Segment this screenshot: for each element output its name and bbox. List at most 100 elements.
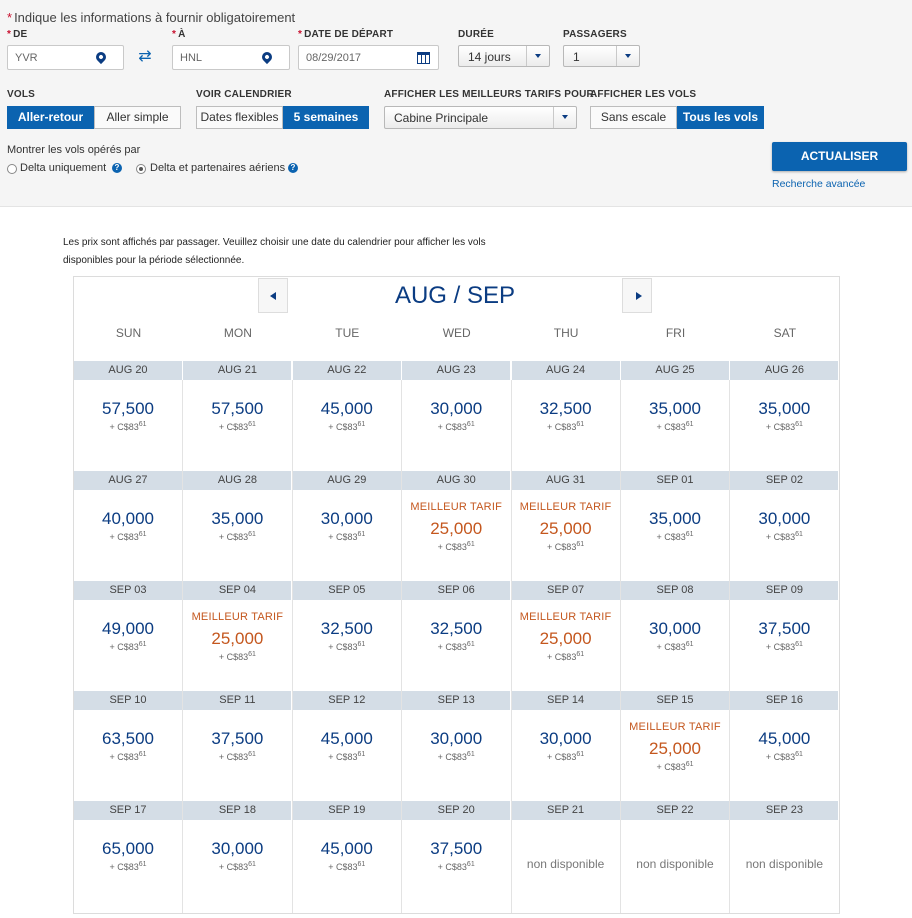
calendar-day-cell[interactable]: SEP 15 MEILLEUR TARIF 25,000 + C$8361 [621, 691, 730, 801]
calendar-day-cell[interactable]: AUG 22 45,000 + C$8361 [292, 361, 402, 471]
day-date-label: SEP 19 [292, 801, 401, 820]
day-date-label: AUG 24 [511, 361, 620, 380]
fare-taxes: + C$8361 [547, 751, 585, 762]
five-weeks-toggle[interactable]: 5 semaines [283, 106, 369, 129]
calendar-day-cell[interactable]: SEP 16 45,000 + C$8361 [730, 691, 840, 801]
unavailable-label: non disponible [526, 857, 605, 871]
calendar-day-cell[interactable]: SEP 18 30,000 + C$8361 [183, 801, 293, 911]
calendar-day-cell[interactable]: AUG 26 35,000 + C$8361 [730, 361, 840, 471]
calendar-day-cell[interactable]: SEP 17 65,000 + C$8361 [74, 801, 183, 911]
fare-miles: 45,000 [320, 839, 373, 858]
calendar-day-cell[interactable]: AUG 27 40,000 + C$8361 [74, 471, 183, 581]
day-date-label: AUG 20 [74, 361, 182, 380]
fare-taxes-cents: 61 [357, 751, 366, 758]
day-date-label: SEP 03 [74, 581, 182, 600]
delta-only-radio[interactable] [7, 164, 17, 174]
fare-taxes: + C$8361 [328, 421, 366, 432]
calendar-day-cell[interactable]: SEP 13 30,000 + C$8361 [402, 691, 512, 801]
to-field[interactable]: HNL [172, 45, 290, 70]
calendar-icon[interactable] [417, 52, 430, 64]
calendar-day-cell[interactable]: SEP 07 MEILLEUR TARIF 25,000 + C$8361 [511, 581, 621, 691]
unavailable-label: non disponible [745, 857, 824, 871]
fare-taxes-cents: 61 [357, 641, 366, 648]
departure-date-field[interactable]: 08/29/2017 [298, 45, 439, 70]
calendar-day-cell[interactable]: SEP 04 MEILLEUR TARIF 25,000 + C$8361 [183, 581, 293, 691]
fare-taxes: + C$8361 [437, 641, 475, 652]
day-date-label: SEP 20 [402, 801, 511, 820]
fare-taxes-cents: 61 [357, 421, 366, 428]
fare-taxes-cents: 61 [795, 751, 803, 758]
fare-miles: 45,000 [758, 729, 811, 748]
nonstop-toggle[interactable]: Sans escale [590, 106, 677, 129]
day-date-label: AUG 30 [402, 471, 511, 490]
fare-taxes-cents: 61 [357, 531, 366, 538]
advanced-search-link[interactable]: Recherche avancée [772, 178, 866, 190]
calendar-day-cell[interactable]: SEP 12 45,000 + C$8361 [292, 691, 402, 801]
duration-select[interactable]: 14 jours [458, 45, 550, 67]
fare-taxes: + C$8361 [109, 641, 147, 652]
fare-miles: 37,500 [430, 839, 483, 858]
fare-taxes-cents: 61 [795, 641, 803, 648]
day-date-label: SEP 13 [402, 691, 511, 710]
fare-taxes: + C$8361 [656, 421, 694, 432]
calendar-day-cell[interactable]: AUG 23 30,000 + C$8361 [402, 361, 512, 471]
calendar-day-cell[interactable]: SEP 20 37,500 + C$8361 [402, 801, 512, 911]
calendar-day-cell[interactable]: AUG 28 35,000 + C$8361 [183, 471, 293, 581]
passengers-select[interactable]: 1 [563, 45, 640, 67]
flexible-dates-toggle[interactable]: Dates flexibles [196, 106, 283, 129]
from-field[interactable]: YVR [7, 45, 124, 70]
duration-label: DURÉE [458, 29, 495, 40]
help-icon[interactable]: ? [112, 163, 122, 173]
calendar-day-cell[interactable]: AUG 30 MEILLEUR TARIF 25,000 + C$8361 [402, 471, 512, 581]
calendar-day-cell[interactable]: SEP 02 30,000 + C$8361 [730, 471, 840, 581]
fare-taxes-cents: 61 [576, 651, 585, 658]
calendar-day-cell[interactable]: AUG 24 32,500 + C$8361 [511, 361, 621, 471]
calendar-day-cell[interactable]: SEP 06 32,500 + C$8361 [402, 581, 512, 691]
calendar-day-cell[interactable]: SEP 19 45,000 + C$8361 [292, 801, 402, 911]
calendar-day-cell[interactable]: SEP 11 37,500 + C$8361 [183, 691, 293, 801]
help-icon[interactable]: ? [288, 163, 298, 173]
calendar-day-cell[interactable]: SEP 05 32,500 + C$8361 [292, 581, 402, 691]
grid-divider [182, 380, 183, 913]
oneway-toggle[interactable]: Aller simple [94, 106, 181, 129]
calendar-day-cell[interactable]: SEP 10 63,500 + C$8361 [74, 691, 183, 801]
grid-divider [511, 380, 512, 913]
day-date-label: AUG 27 [74, 471, 182, 490]
cabin-value: Cabine Principale [394, 111, 489, 125]
day-date-label: SEP 23 [730, 801, 839, 820]
all-flights-toggle[interactable]: Tous les vols [677, 106, 764, 129]
calendar-day-cell[interactable]: SEP 03 49,000 + C$8361 [74, 581, 183, 691]
delta-partners-label[interactable]: Delta et partenaires aériens [150, 162, 286, 174]
day-date-label: AUG 31 [511, 471, 620, 490]
delta-partners-radio[interactable] [136, 164, 146, 174]
to-label: * À [172, 29, 186, 40]
calendar-day-cell[interactable]: AUG 25 35,000 + C$8361 [621, 361, 730, 471]
calendar-day-cell[interactable]: SEP 09 37,500 + C$8361 [730, 581, 840, 691]
calendar-day-cell[interactable]: SEP 14 30,000 + C$8361 [511, 691, 621, 801]
day-date-label: SEP 11 [183, 691, 292, 710]
delta-only-label[interactable]: Delta uniquement [20, 162, 107, 174]
update-button[interactable]: ACTUALISER [772, 142, 907, 171]
fare-taxes: + C$8361 [218, 751, 256, 762]
fare-miles: 30,000 [758, 509, 811, 528]
swap-arrows-icon[interactable]: ⇄ [138, 48, 152, 65]
calendar-day-cell[interactable]: AUG 29 30,000 + C$8361 [292, 471, 402, 581]
arrow-right-icon[interactable] [622, 278, 652, 313]
fare-miles: 32,500 [539, 399, 592, 418]
fare-taxes: + C$8361 [547, 541, 585, 552]
operated-by-label: Montrer les vols opérés par [7, 144, 141, 156]
arrow-left-icon[interactable] [258, 278, 288, 313]
cabin-select[interactable]: Cabine Principale [384, 106, 577, 129]
calendar-day-cell[interactable]: AUG 31 MEILLEUR TARIF 25,000 + C$8361 [511, 471, 621, 581]
calendar-day-cell[interactable]: AUG 21 57,500 + C$8361 [183, 361, 293, 471]
calendar-day-cell[interactable]: SEP 01 35,000 + C$8361 [621, 471, 730, 581]
fare-taxes-cents: 61 [685, 761, 694, 768]
day-date-label: SEP 10 [74, 691, 182, 710]
fare-taxes-cents: 61 [466, 541, 475, 548]
fare-miles: 57,500 [102, 399, 154, 418]
roundtrip-toggle[interactable]: Aller-retour [7, 106, 94, 129]
day-date-label: SEP 08 [621, 581, 729, 600]
passengers-label: PASSAGERS [563, 29, 627, 40]
calendar-day-cell[interactable]: SEP 08 30,000 + C$8361 [621, 581, 730, 691]
calendar-day-cell[interactable]: AUG 20 57,500 + C$8361 [74, 361, 183, 471]
